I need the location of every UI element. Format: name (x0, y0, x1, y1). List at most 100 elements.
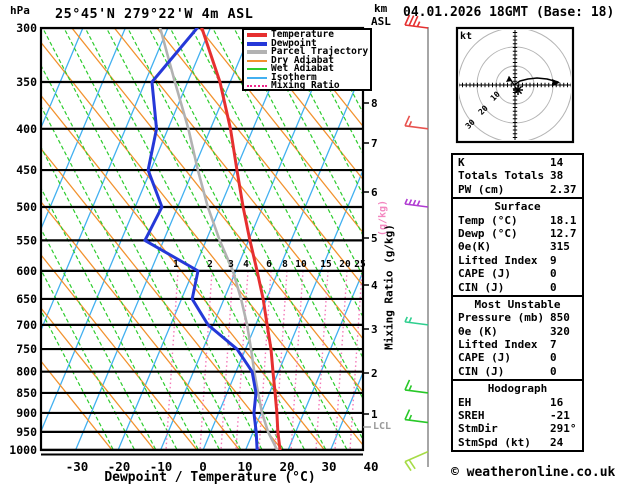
index-value: 24 (550, 435, 564, 449)
altitude-axis-asl: ASL (371, 15, 391, 28)
legend-item-mixing-ratio: Mixing Ratio (247, 81, 370, 91)
panel-section-indices: K 14 Totals Totals 38 PW (cm) 2.37 (453, 155, 582, 197)
legend-label: Dewpoint (271, 37, 317, 49)
hodograph-trace-arrow (552, 79, 560, 86)
index-label: Temp (°C) (458, 213, 518, 227)
panel-section-hodograph: Hodograph EH 16 SREH -21 StmDir 291° StmSpd… (453, 379, 582, 450)
km-tick-label: 7 (371, 137, 378, 150)
index-value: 0 (550, 280, 557, 294)
temperature-tick-label: 20 (279, 459, 294, 474)
station-title: 25°45'N 279°22'W 4m ASL (55, 6, 254, 22)
isotherm-line-sample (247, 76, 267, 79)
index-value: 18.1 (550, 213, 577, 227)
indices-panel: K 14 Totals Totals 38 PW (cm) 2.37 Surface … (451, 153, 584, 453)
wet-adiabat-line-sample (247, 68, 267, 71)
km-tick-label: 2 (371, 367, 378, 380)
index-value: 2.37 (550, 182, 577, 196)
legend-item-parcel: Parcel Trajectory (247, 46, 370, 57)
km-tick-label: 5 (371, 232, 378, 245)
temperature-tick-label: 0 (199, 459, 207, 474)
wind-barb (404, 14, 429, 29)
temperature-tick-label: -10 (150, 459, 173, 474)
pressure-tick-label: 400 (16, 122, 37, 136)
mixing-ratio-value-label: 6 (266, 259, 272, 270)
wind-barb (404, 409, 429, 424)
index-label: PW (cm) (458, 182, 505, 196)
index-value: 16 (550, 395, 564, 409)
index-label: StmSpd (kt) (458, 435, 531, 449)
index-label: θe (K) (458, 324, 498, 338)
km-tick-label: 4 (371, 279, 378, 292)
pressure-tick-label: 800 (16, 365, 37, 379)
mixing-ratio-line-sample (247, 85, 267, 88)
temperature-tick-label: 10 (237, 459, 252, 474)
pressure-tick-label: 450 (16, 163, 37, 177)
legend-item-temperature: Temperature (247, 29, 370, 40)
index-value: 14 (550, 156, 564, 169)
pressure-tick-label: 600 (16, 264, 37, 278)
chart-legend: Temperature Dewpoint Parcel Trajectory D… (242, 28, 372, 91)
hodograph-trace (513, 77, 559, 86)
valid-datetime: 04.01.2026 18GMT (Base: 18) (403, 5, 615, 20)
index-label: Pressure (mb) (458, 311, 545, 325)
km-tick-label: 3 (371, 323, 378, 336)
dry-adiabat-line-sample (247, 59, 267, 62)
pressure-tick-label: 550 (16, 233, 37, 247)
dewpoint-curve (143, 28, 259, 450)
panel-section-most-unstable: Most Unstable Pressure (mb) 850 θe (K) 320… (453, 294, 582, 379)
index-label: EH (458, 395, 472, 409)
temperature-tick-label: -20 (108, 459, 131, 474)
pressure-axis-unit: hPa (10, 4, 30, 17)
parcel-line-sample (247, 50, 267, 55)
index-value: 291° (550, 422, 577, 436)
axis-labels: 3003504004505005506006507007508008509009… (9, 21, 378, 474)
index-label: θe(K) (458, 240, 492, 254)
sounding-curves (143, 28, 282, 450)
index-value: 12.7 (550, 226, 577, 240)
wind-barb (404, 379, 429, 394)
index-label: StmDir (458, 422, 498, 436)
wind-barb (404, 316, 429, 326)
index-label: SREH (458, 409, 485, 423)
mixing-ratio-value-label: 3 (228, 259, 234, 270)
pressure-tick-label: 300 (16, 21, 37, 35)
dewpoint-line-sample (247, 41, 267, 46)
lcl-marker-label: LCL (373, 421, 392, 432)
mixing-ratio-value-label: 8 (282, 259, 288, 270)
skewt-grid (41, 28, 363, 450)
index-value: 38 (550, 169, 564, 183)
mixing-ratio-value-label: 2 (207, 259, 213, 270)
legend-label: Dry Adiabat (271, 54, 334, 66)
index-value: 320 (550, 324, 570, 338)
temperature-line-sample (247, 33, 267, 38)
mixing-ratio-axis-label: Mixing Ratio (g/kg) (382, 224, 396, 350)
legend-label: Wet Adiabat (271, 63, 334, 74)
mixing-ratio-value-label: 4 (243, 259, 249, 270)
temperature-curve (200, 28, 282, 450)
index-value: 7 (550, 338, 557, 352)
index-label: K (458, 156, 465, 169)
mixing-ratio-value-label: 25 (354, 259, 366, 270)
index-value: 0 (550, 351, 557, 365)
index-label: CIN (J) (458, 280, 505, 294)
temperature-tick-label: 30 (321, 459, 336, 474)
pressure-tick-label: 1000 (9, 443, 37, 457)
mixing-ratio-value-label: 10 (295, 259, 307, 270)
pressure-tick-label: 700 (16, 318, 37, 332)
index-label: CIN (J) (458, 364, 505, 378)
mixing-ratio-value-label: 20 (339, 259, 351, 270)
legend-item-isotherm: Isotherm (247, 73, 370, 83)
km-tick-label: 1 (371, 408, 378, 421)
legend-label: Parcel Trajectory (271, 46, 369, 57)
index-label: Lifted Index (458, 338, 538, 352)
pressure-tick-label: 850 (16, 386, 37, 400)
hodograph-unit-label: kt (460, 31, 473, 42)
storm-motion-marker (513, 85, 523, 95)
km-tick-label: 6 (371, 186, 378, 199)
altitude-axis-unit: km (374, 2, 388, 15)
legend-label: Temperature (271, 29, 334, 40)
x-axis-label: Dewpoint / Temperature (°C) (104, 470, 316, 485)
wind-barb (404, 198, 429, 208)
